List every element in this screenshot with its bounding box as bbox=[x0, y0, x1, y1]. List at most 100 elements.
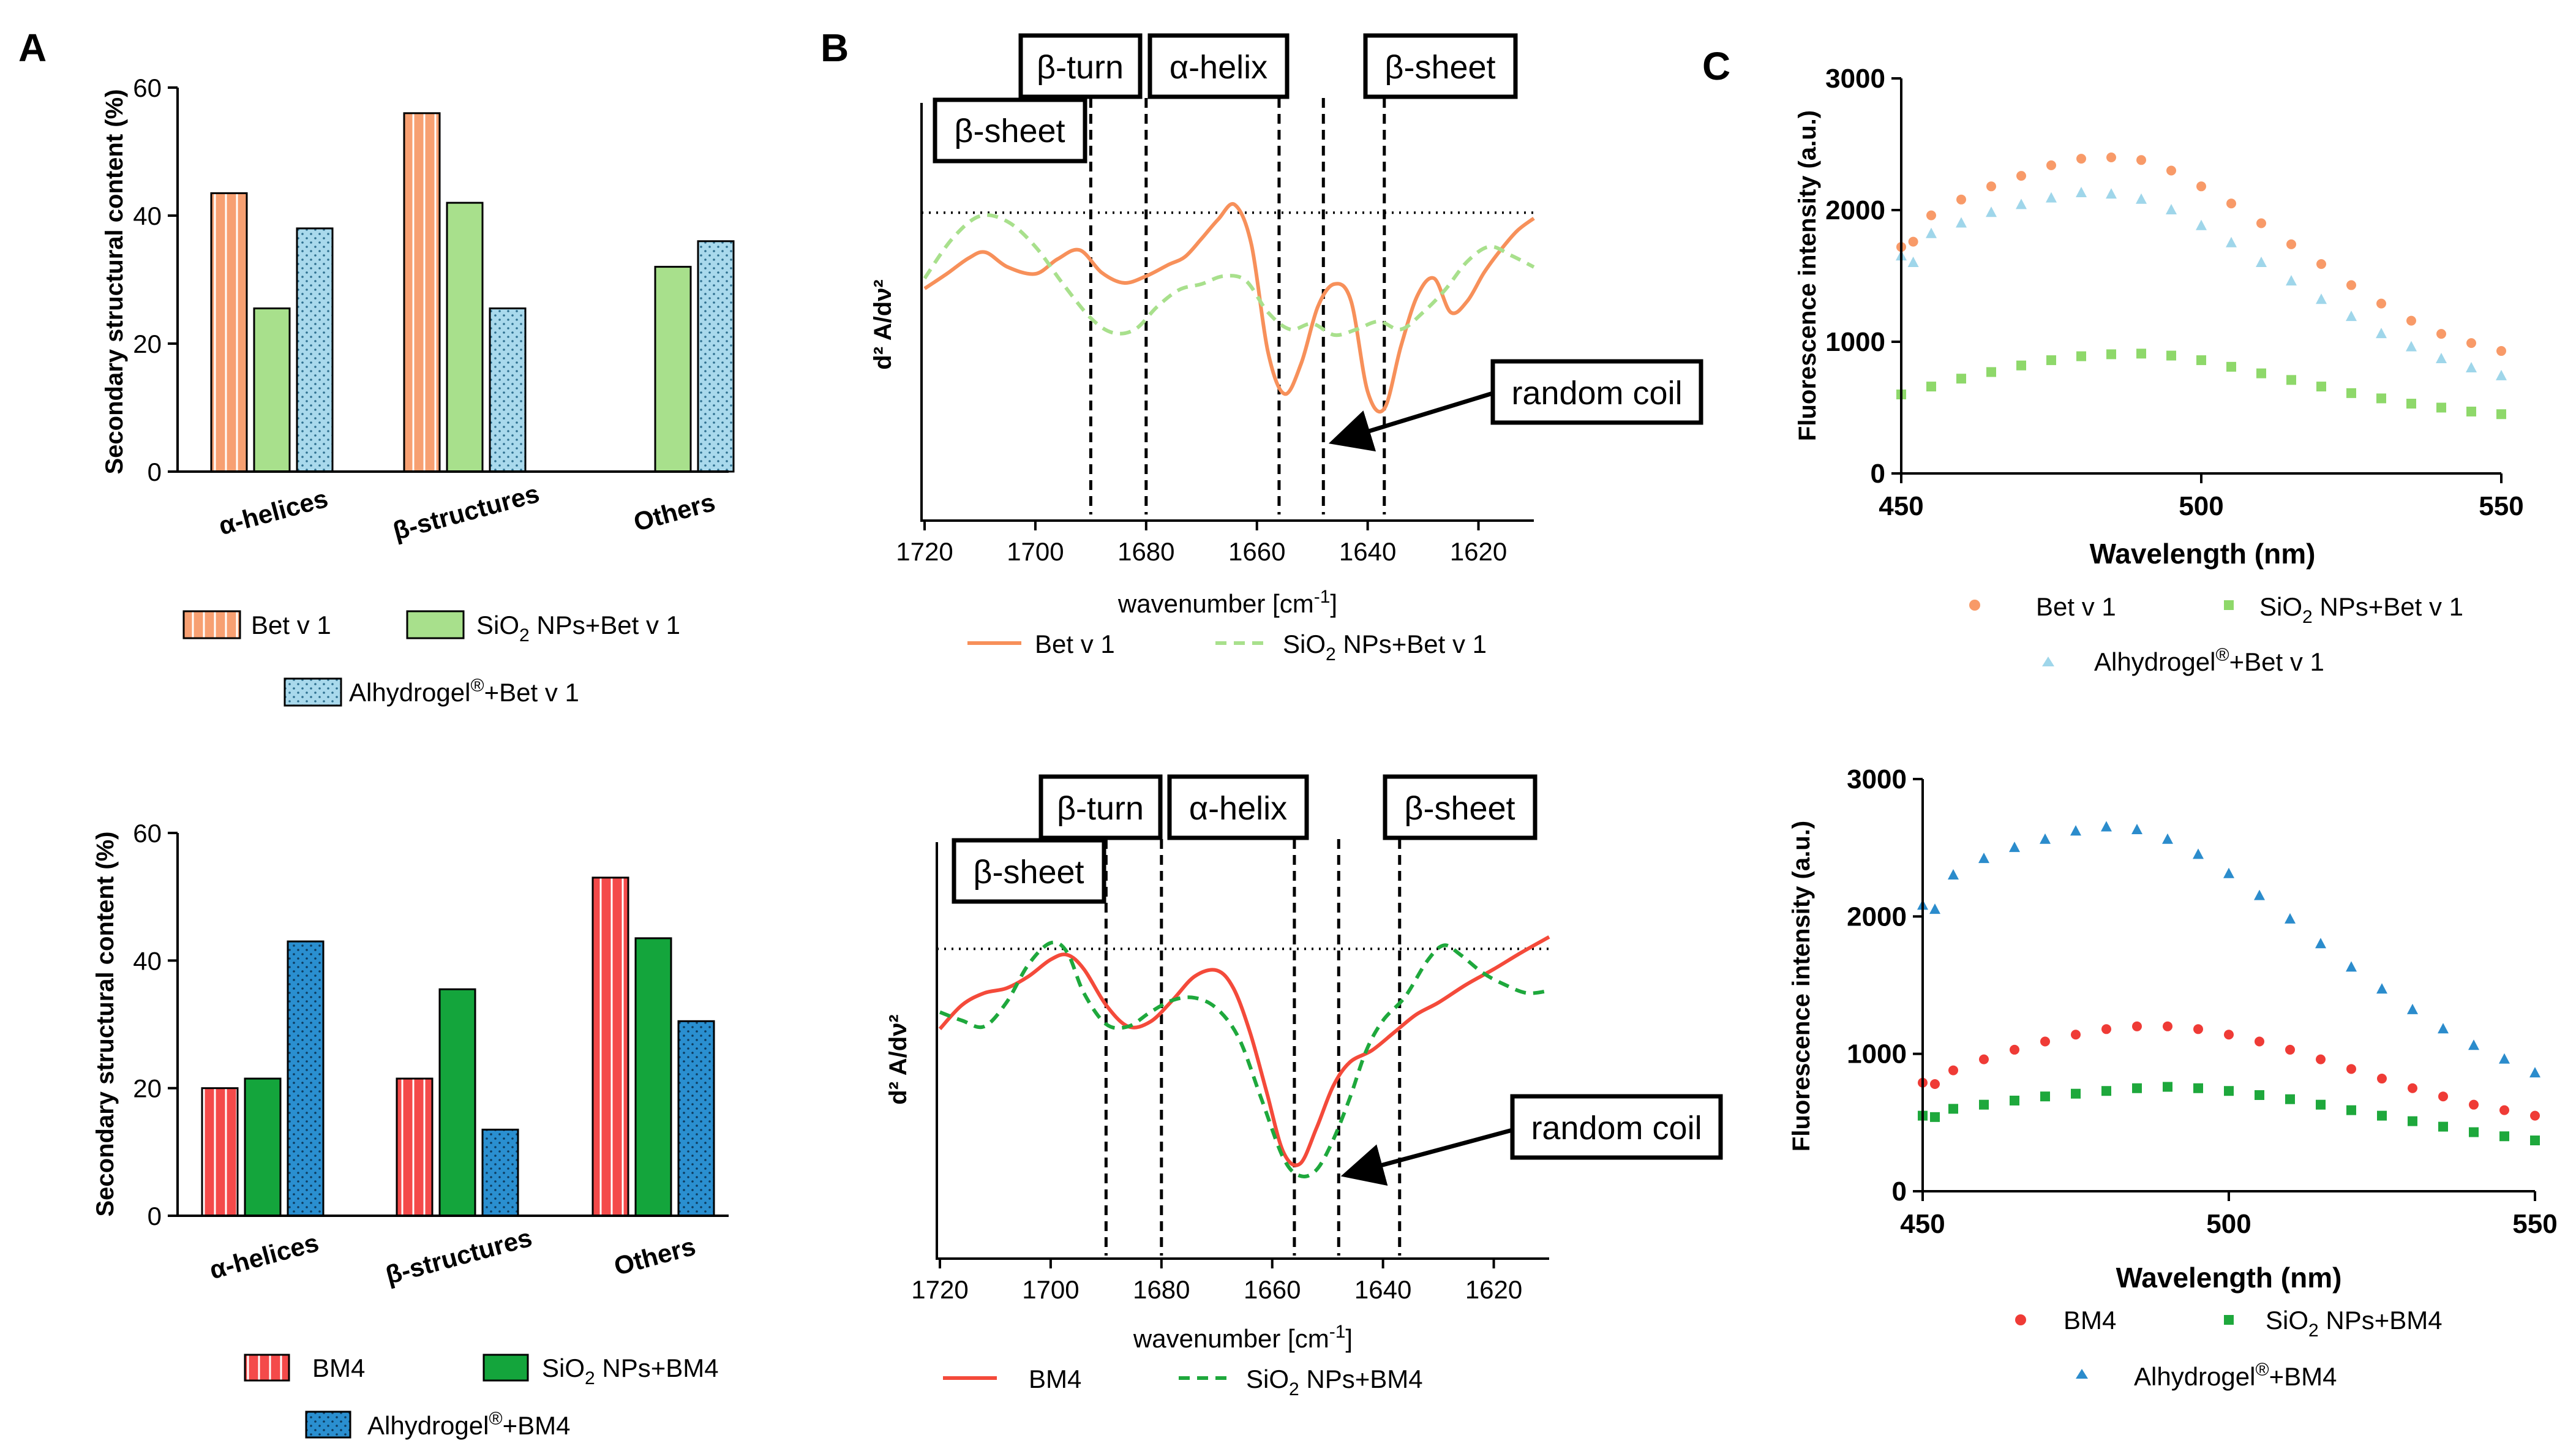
series-line-bet-v-1 bbox=[923, 202, 1535, 414]
point-sio2-nps-bet-v-1-505 bbox=[2226, 361, 2236, 372]
legend: BM4 SiO2 NPs+BM4 Alhydrogel®+BM4 bbox=[2015, 1306, 2443, 1391]
point-alhydrogel-bm4-460 bbox=[1978, 853, 1989, 864]
bar-alhydrogel-bm4-2 bbox=[677, 1020, 715, 1217]
point-alhydrogel-bm4-470 bbox=[2040, 833, 2051, 844]
category-labels: α-helices β-structures Others bbox=[216, 479, 718, 546]
x-tick-label: 1720 bbox=[896, 537, 953, 566]
point-sio2-nps-bet-v-1-525 bbox=[2346, 388, 2356, 398]
bar-bet-v-1-1 bbox=[403, 112, 441, 473]
point-bet-v-1-535 bbox=[2406, 315, 2416, 326]
point-sio2-nps-bet-v-1-465 bbox=[1986, 367, 1996, 377]
legend-swatch-alhydrogel-bet-v1 bbox=[284, 677, 342, 707]
legend-label-alhydrogel-bet-v1: Alhydrogel®+Bet v 1 bbox=[349, 676, 579, 707]
point-alhydrogel-bet-v-1-460 bbox=[1956, 217, 1967, 228]
bar-sio2-nps-bet-v-1-1 bbox=[446, 202, 484, 473]
annotation-beta-sheet-right: β-sheet bbox=[1383, 774, 1538, 840]
spectra-chart-bm4: 1720 1700 1680 1660 1640 1620 d² A/dν² wavenu… bbox=[885, 774, 1723, 1399]
x-axis-ticks: 450 500 550 bbox=[1900, 1191, 2558, 1239]
point-bm4-470 bbox=[2040, 1036, 2050, 1047]
y-tick-label: 0 bbox=[148, 458, 162, 486]
svg-text:β-turn: β-turn bbox=[1057, 790, 1144, 827]
legend-swatch-alhydrogel-bm4 bbox=[305, 1411, 351, 1439]
point-sio2-nps-bm4-465 bbox=[2010, 1095, 2019, 1106]
point-alhydrogel-bet-v-1-540 bbox=[2436, 352, 2447, 363]
y-tick-label: 40 bbox=[133, 202, 162, 230]
point-sio2-nps-bet-v-1-480 bbox=[2076, 351, 2086, 361]
point-alhydrogel-bm4-525 bbox=[2376, 983, 2387, 994]
point-bm4-520 bbox=[2346, 1064, 2356, 1074]
point-bm4-545 bbox=[2499, 1105, 2509, 1115]
category-label: β-structures bbox=[390, 479, 543, 546]
random-coil-arrow bbox=[1340, 1128, 1513, 1186]
legend-label-sio2-bet-v1: SiO2 NPs+Bet v 1 bbox=[476, 611, 680, 646]
legend: Bet v 1 SiO2 NPs+Bet v 1 bbox=[967, 630, 1487, 665]
x-axis-label: wavenumber [cm-1] bbox=[1133, 1322, 1353, 1353]
y-axis-ticks: 0 1000 2000 3000 bbox=[1825, 64, 1901, 489]
svg-text:random coil: random coil bbox=[1531, 1110, 1702, 1147]
point-bet-v-1-475 bbox=[2046, 160, 2056, 170]
x-axis-label: Wavelength (nm) bbox=[2116, 1262, 2342, 1294]
point-sio2-nps-bm4-485 bbox=[2132, 1083, 2142, 1093]
point-sio2-nps-bet-v-1-475 bbox=[2046, 355, 2056, 366]
y-axis-ticks: 0 1000 2000 3000 bbox=[1847, 764, 1923, 1207]
point-alhydrogel-bet-v-1-535 bbox=[2406, 341, 2417, 352]
y-axis-ticks: 0 20 40 60 bbox=[133, 73, 178, 486]
point-sio2-nps-bm4-550 bbox=[2530, 1135, 2540, 1145]
point-alhydrogel-bm4-485 bbox=[2131, 824, 2142, 835]
point-alhydrogel-bm4-530 bbox=[2407, 1003, 2418, 1014]
point-alhydrogel-bm4-495 bbox=[2193, 848, 2204, 859]
y-axis-label: Fluorescence intensity (a.u.) bbox=[1788, 821, 1815, 1151]
svg-text:α-helix: α-helix bbox=[1189, 790, 1287, 827]
series-line-sio2-nps-bet-v-1 bbox=[923, 213, 1535, 337]
category-label: β-structures bbox=[383, 1223, 535, 1290]
bar-series-group bbox=[201, 876, 715, 1217]
band-marker-lines bbox=[1104, 839, 1402, 1256]
point-alhydrogel-bm4-505 bbox=[2254, 889, 2265, 900]
axes bbox=[176, 833, 729, 1217]
point-bet-v-1-465 bbox=[1986, 181, 1996, 192]
svg-text:β-sheet: β-sheet bbox=[954, 113, 1065, 149]
legend-marker-bet-v1 bbox=[1969, 600, 1980, 611]
legend-label-bm4: BM4 bbox=[1029, 1365, 1081, 1393]
y-axis-ticks: 0 20 40 60 bbox=[133, 819, 178, 1230]
point-bet-v-1-515 bbox=[2286, 239, 2296, 249]
bar-chart-bet-v1: 0 20 40 60 α-helices β-structures Others Seco… bbox=[101, 73, 735, 707]
legend-swatch-bet-v1 bbox=[182, 610, 241, 639]
point-sio2-nps-bm4-452 bbox=[1930, 1112, 1940, 1122]
y-tick-label: 20 bbox=[133, 1074, 162, 1103]
axes bbox=[176, 88, 729, 473]
point-alhydrogel-bm4-480 bbox=[2101, 821, 2112, 832]
series-lines bbox=[923, 202, 1535, 414]
point-alhydrogel-bm4-535 bbox=[2438, 1023, 2449, 1034]
annotation-alpha-helix: α-helix bbox=[1147, 33, 1290, 99]
bar-alhydrogel-bm4-0 bbox=[287, 940, 325, 1217]
bar-sio2-nps-bet-v-1-2 bbox=[654, 266, 692, 473]
x-axis-ticks: 450 500 550 bbox=[1879, 473, 2524, 521]
point-alhydrogel-bm4-452 bbox=[1929, 903, 1940, 914]
x-tick-label: 1660 bbox=[1228, 537, 1285, 566]
point-sio2-nps-bm4-545 bbox=[2499, 1131, 2509, 1142]
series-lines bbox=[938, 935, 1550, 1178]
point-alhydrogel-bet-v-1-505 bbox=[2226, 236, 2237, 247]
category-label: Others bbox=[611, 1232, 699, 1281]
point-alhydrogel-bet-v-1-455 bbox=[1926, 227, 1937, 238]
point-sio2-nps-bm4-495 bbox=[2193, 1083, 2203, 1093]
point-alhydrogel-bm4-545 bbox=[2499, 1053, 2510, 1064]
point-alhydrogel-bet-v-1-545 bbox=[2466, 362, 2477, 372]
point-sio2-nps-bm4-515 bbox=[2316, 1099, 2326, 1110]
point-alhydrogel-bet-v-1-530 bbox=[2376, 328, 2387, 339]
point-sio2-nps-bm4-510 bbox=[2285, 1094, 2295, 1104]
x-tick-label: 500 bbox=[2206, 1209, 2251, 1239]
point-sio2-nps-bet-v-1-510 bbox=[2256, 368, 2266, 379]
bar-bm4-0 bbox=[201, 1087, 239, 1217]
bar-sio2-nps-bm4-1 bbox=[438, 988, 476, 1217]
legend-label-sio2-bet-v1: SiO2 NPs+Bet v 1 bbox=[1283, 630, 1487, 665]
bar-sio2-nps-bet-v-1-0 bbox=[253, 307, 291, 473]
legend-marker-sio2-bm4 bbox=[2224, 1315, 2234, 1325]
point-alhydrogel-bet-v-1-480 bbox=[2076, 187, 2087, 198]
legend-label-sio2-bet-v1: SiO2 NPs+Bet v 1 bbox=[2259, 592, 2463, 627]
legend-label-bet-v1: Bet v 1 bbox=[1035, 630, 1115, 658]
y-axis-label: Fluorescence intensity (a.u.) bbox=[1794, 110, 1821, 441]
legend-label-sio2-bm4: SiO2 NPs+BM4 bbox=[1246, 1365, 1423, 1399]
series-line-sio2-nps-bm4 bbox=[939, 940, 1550, 1178]
